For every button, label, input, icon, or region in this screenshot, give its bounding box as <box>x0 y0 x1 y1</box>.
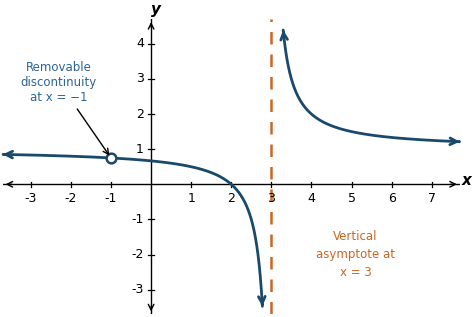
Text: -2: -2 <box>65 192 77 205</box>
Text: 1: 1 <box>187 192 195 205</box>
Text: Removable
discontinuity
at x = −1: Removable discontinuity at x = −1 <box>21 61 109 154</box>
Text: -1: -1 <box>131 213 144 226</box>
Text: 6: 6 <box>388 192 395 205</box>
Text: 4: 4 <box>308 192 315 205</box>
Text: -3: -3 <box>131 283 144 296</box>
Text: 5: 5 <box>347 192 356 205</box>
Text: 3: 3 <box>136 72 144 85</box>
Text: -1: -1 <box>105 192 117 205</box>
Text: 3: 3 <box>267 192 275 205</box>
Text: x: x <box>462 172 472 188</box>
Text: -3: -3 <box>25 192 37 205</box>
Text: Vertical
asymptote at
x = 3: Vertical asymptote at x = 3 <box>316 230 395 279</box>
Text: 4: 4 <box>136 37 144 50</box>
Text: 1: 1 <box>136 143 144 156</box>
Text: 2: 2 <box>136 107 144 120</box>
Text: -2: -2 <box>131 248 144 261</box>
Text: y: y <box>151 3 161 17</box>
Text: 7: 7 <box>428 192 436 205</box>
Text: 2: 2 <box>228 192 235 205</box>
